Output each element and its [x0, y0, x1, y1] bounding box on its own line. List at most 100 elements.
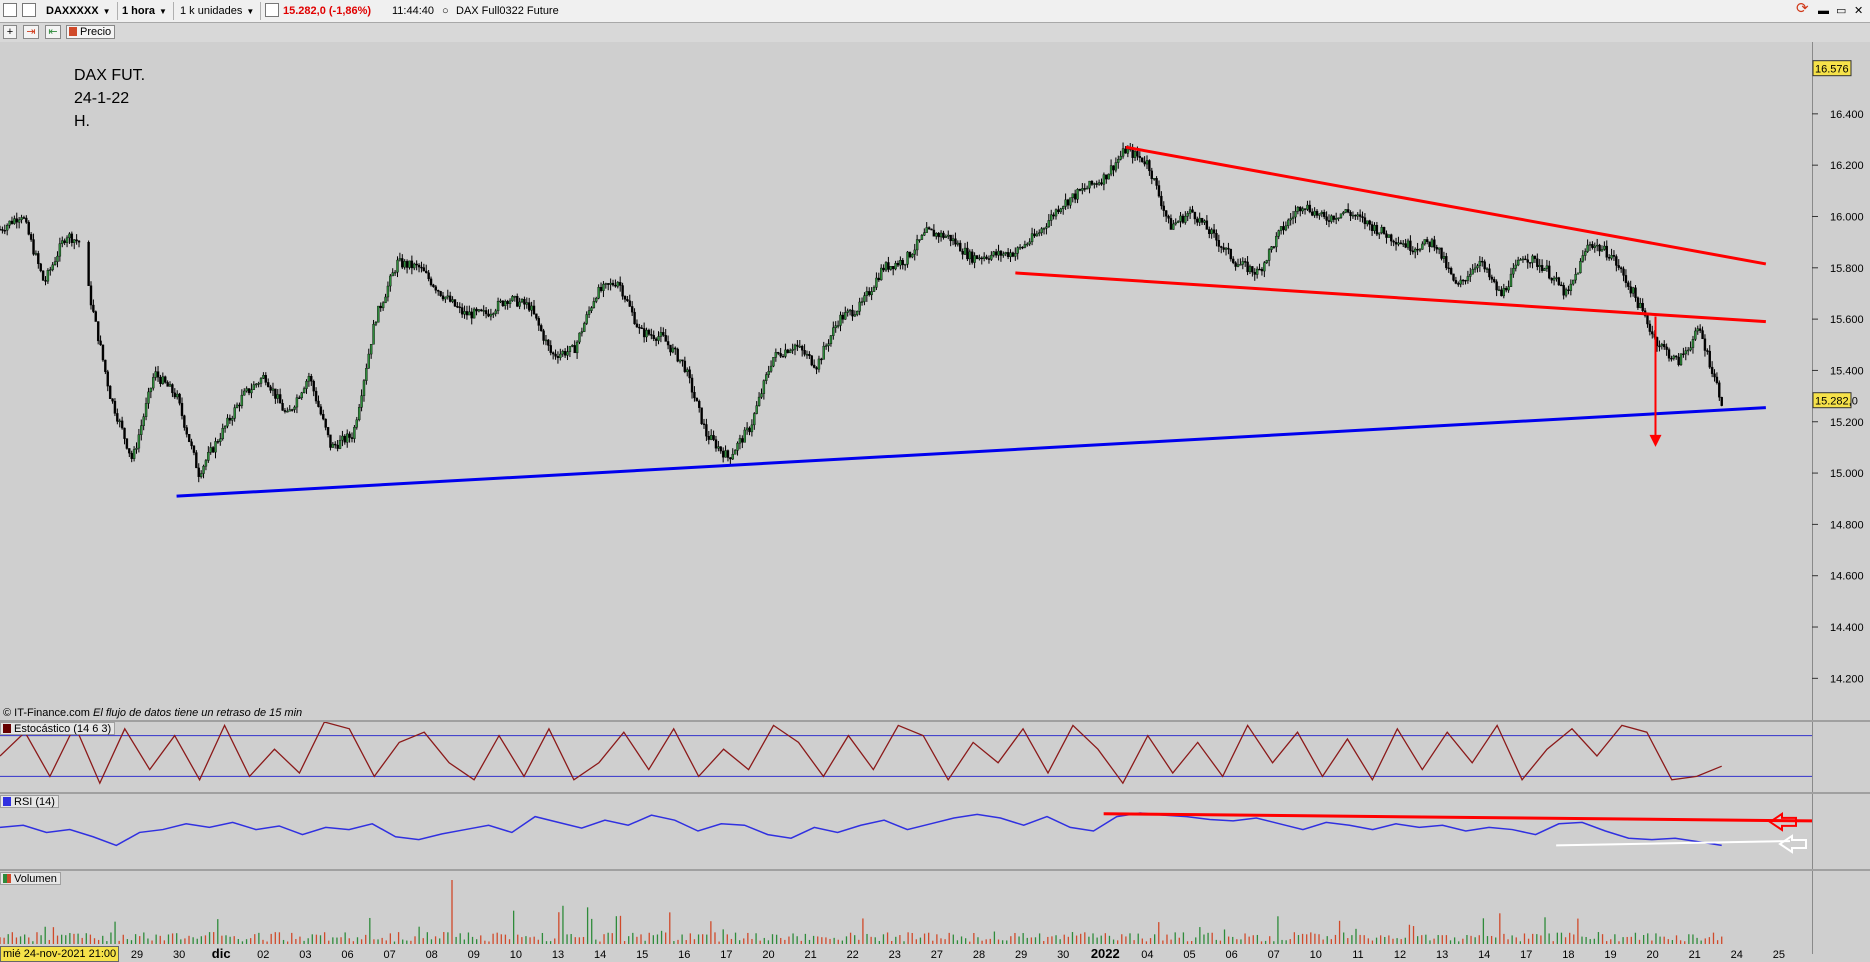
- candle-body: [1581, 255, 1585, 262]
- candlestick-series: [0, 142, 1723, 483]
- x-axis-band: [0, 945, 1812, 962]
- candle-body: [911, 254, 914, 258]
- stochastic-label[interactable]: Estocástico (14 6 3): [0, 722, 116, 735]
- candle-body: [800, 345, 804, 351]
- candle-body: [714, 439, 718, 449]
- candle-body: [458, 306, 461, 309]
- candle-body: [377, 305, 380, 323]
- candle-body: [712, 435, 715, 440]
- candle-body: [1301, 208, 1304, 212]
- candle-body: [434, 286, 438, 291]
- candle-body: [1160, 195, 1163, 207]
- candle-body: [25, 217, 28, 223]
- add-indicator-button[interactable]: +: [3, 25, 17, 39]
- candle-body: [1061, 206, 1065, 210]
- candle-body: [41, 270, 45, 281]
- candle-body: [1663, 344, 1666, 348]
- candle-body: [1141, 157, 1144, 162]
- candle-body: [13, 218, 16, 224]
- candle-body: [525, 302, 529, 305]
- candle-body: [1536, 258, 1539, 267]
- x-tick-label: 06: [341, 949, 353, 961]
- candle-body: [1279, 226, 1283, 231]
- copyright-notice: © IT-Finance.com El flujo de datos tiene…: [3, 707, 303, 719]
- candle-body: [707, 435, 710, 440]
- candle-body: [492, 313, 495, 315]
- chart-type-icon[interactable]: [3, 3, 17, 17]
- candle-body: [432, 284, 435, 287]
- candle-body: [1548, 265, 1551, 279]
- info-icon[interactable]: [265, 3, 279, 17]
- candle-body: [563, 351, 567, 356]
- divider-rsi[interactable]: [0, 792, 1870, 794]
- refresh-icon[interactable]: ⟳: [1796, 0, 1809, 17]
- candle-body: [96, 321, 100, 342]
- candle-body: [87, 241, 90, 286]
- candle-body: [1648, 323, 1652, 332]
- candle-body: [1287, 219, 1290, 227]
- candle-body: [1344, 209, 1347, 213]
- candle-body: [34, 253, 38, 255]
- close-icon[interactable]: ✕: [1854, 5, 1864, 17]
- instrument-radio-icon[interactable]: ○: [442, 5, 449, 17]
- candle-body: [578, 332, 581, 343]
- candle-body: [1617, 265, 1620, 268]
- candle-body: [868, 291, 871, 296]
- candle-body: [769, 365, 773, 372]
- candle-body: [530, 305, 533, 311]
- candle-body: [152, 377, 155, 389]
- candle-body: [1200, 217, 1204, 223]
- candle-body: [1713, 373, 1716, 378]
- candle-body: [1411, 250, 1415, 253]
- divider-stochastic[interactable]: [0, 720, 1870, 722]
- candle-body: [1399, 242, 1403, 245]
- divider-volume[interactable]: [0, 869, 1870, 871]
- candle-body: [516, 296, 519, 307]
- candle-body: [901, 260, 904, 266]
- import-icon[interactable]: ⇤: [45, 25, 61, 39]
- candle-body: [1251, 266, 1254, 273]
- candle-body: [1239, 264, 1242, 266]
- candle-body: [767, 371, 770, 375]
- candle-body: [1378, 232, 1381, 235]
- candle-body: [1083, 188, 1086, 190]
- candle-body: [829, 335, 833, 344]
- candle-body: [1682, 353, 1685, 356]
- candle-body: [1267, 249, 1271, 261]
- maximize-icon[interactable]: ▭: [1836, 5, 1847, 17]
- top-toolbar: DAXXXXX ▼ 1 hora ▼ 1 k unidades ▼ 15.282,0 …: [0, 0, 1870, 23]
- candle-body: [520, 299, 524, 303]
- link-icon[interactable]: [22, 3, 36, 17]
- candle-body: [1112, 165, 1115, 171]
- units-dropdown[interactable]: 1 k unidades ▼: [174, 2, 262, 20]
- candle-body: [1481, 260, 1484, 263]
- candle-body: [760, 393, 763, 398]
- candle-body: [1184, 215, 1187, 223]
- candle-body: [1452, 273, 1455, 281]
- candle-body: [1560, 284, 1563, 287]
- candle-body: [721, 450, 725, 458]
- candle-body: [511, 296, 514, 302]
- candle-body: [518, 301, 521, 307]
- candle-body: [1706, 350, 1709, 352]
- candle-body: [1684, 350, 1687, 355]
- volume-label[interactable]: Volumen: [0, 872, 61, 885]
- rsi-label[interactable]: RSI (14): [0, 795, 59, 808]
- interval-dropdown[interactable]: 1 hora ▼: [116, 2, 174, 20]
- candle-body: [175, 393, 179, 398]
- symbol-dropdown[interactable]: DAXXXXX ▼: [40, 2, 118, 20]
- candle-body: [73, 239, 76, 243]
- target-arrow-head: [1649, 434, 1662, 447]
- candle-body: [1181, 215, 1185, 223]
- candle-body: [262, 375, 265, 379]
- minimize-icon[interactable]: ▬: [1818, 5, 1829, 17]
- candle-body: [1516, 259, 1520, 266]
- candle-body: [1631, 287, 1635, 294]
- price-button[interactable]: Precio: [66, 25, 116, 39]
- candle-body: [1006, 252, 1010, 258]
- candle-body: [68, 233, 71, 239]
- candle-body: [889, 266, 892, 270]
- candle-body: [1308, 204, 1312, 213]
- export-icon[interactable]: ⇥: [23, 25, 39, 39]
